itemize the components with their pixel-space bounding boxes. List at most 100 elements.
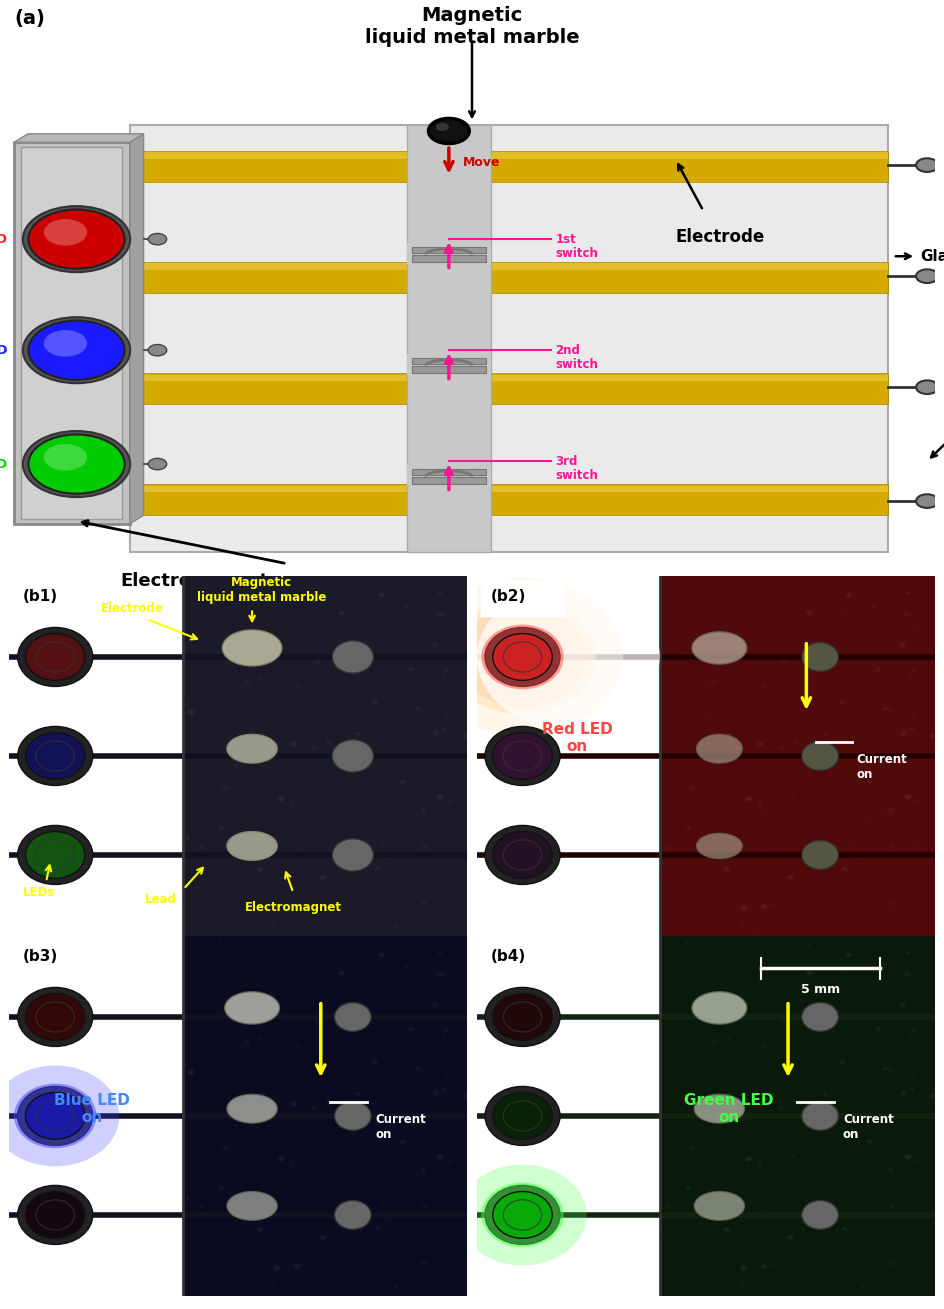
Circle shape [23, 206, 130, 272]
Circle shape [530, 1173, 533, 1175]
Circle shape [339, 610, 345, 615]
Circle shape [801, 1200, 838, 1229]
Circle shape [558, 810, 563, 813]
Bar [183, 936, 467, 1296]
Ellipse shape [225, 992, 279, 1024]
Circle shape [19, 723, 25, 726]
Circle shape [41, 734, 45, 738]
Circle shape [578, 780, 584, 785]
Circle shape [273, 1264, 280, 1271]
Circle shape [801, 741, 838, 770]
Text: Electromagnet: Electromagnet [121, 572, 268, 590]
Circle shape [422, 577, 623, 736]
Text: 2nd
switch: 2nd switch [555, 344, 598, 370]
Text: Move: Move [463, 156, 500, 169]
Circle shape [862, 927, 866, 929]
Circle shape [18, 1186, 93, 1245]
Circle shape [62, 1173, 66, 1175]
Circle shape [0, 1066, 119, 1166]
Circle shape [290, 1101, 296, 1106]
Bar [129, 486, 888, 492]
Ellipse shape [227, 1191, 278, 1220]
Circle shape [493, 1191, 552, 1238]
Text: (a): (a) [14, 9, 45, 27]
Circle shape [459, 606, 586, 707]
Bar [660, 936, 935, 1296]
Circle shape [91, 1170, 95, 1173]
Circle shape [728, 733, 732, 736]
Circle shape [638, 827, 645, 833]
Circle shape [501, 1194, 508, 1199]
Text: (b1): (b1) [24, 589, 59, 603]
Circle shape [485, 1086, 560, 1145]
Circle shape [261, 1093, 264, 1096]
Circle shape [23, 317, 130, 384]
Text: 5 mm: 5 mm [801, 983, 839, 996]
Circle shape [485, 1186, 560, 1245]
Circle shape [75, 1118, 77, 1121]
Bar [14, 940, 96, 975]
Circle shape [503, 641, 542, 672]
Text: Current
on: Current on [376, 1113, 427, 1140]
Circle shape [746, 1156, 752, 1161]
Circle shape [25, 634, 85, 681]
Circle shape [126, 1056, 130, 1060]
Bar [14, 580, 96, 615]
Circle shape [110, 1140, 117, 1145]
Bar [407, 243, 491, 263]
Circle shape [334, 1003, 371, 1031]
Bar [412, 367, 486, 373]
Circle shape [503, 840, 542, 870]
Circle shape [757, 1101, 764, 1106]
Circle shape [171, 1187, 177, 1192]
Text: Green LED
on: Green LED on [683, 1093, 773, 1124]
Circle shape [25, 1093, 85, 1139]
Circle shape [395, 1287, 398, 1289]
Bar [129, 263, 888, 270]
Text: Current
on: Current on [857, 753, 907, 780]
Circle shape [904, 795, 911, 800]
Circle shape [503, 1101, 542, 1131]
Bar [412, 357, 486, 364]
Ellipse shape [223, 630, 282, 666]
Circle shape [19, 1083, 25, 1086]
Circle shape [126, 696, 130, 700]
Circle shape [14, 1084, 96, 1148]
Circle shape [498, 982, 506, 987]
Bar [412, 246, 486, 254]
Circle shape [290, 741, 296, 746]
Circle shape [801, 840, 838, 869]
Circle shape [148, 233, 167, 245]
Circle shape [43, 330, 87, 356]
Circle shape [162, 893, 169, 898]
Text: Glass: Glass [920, 249, 944, 263]
Circle shape [806, 610, 812, 615]
Circle shape [294, 1263, 300, 1270]
Circle shape [801, 643, 838, 672]
Ellipse shape [694, 1191, 745, 1220]
Circle shape [180, 1003, 183, 1005]
Circle shape [110, 780, 117, 785]
Polygon shape [14, 134, 143, 143]
Circle shape [916, 158, 938, 171]
Circle shape [801, 1101, 838, 1130]
Text: Magnetic
liquid metal marble: Magnetic liquid metal marble [196, 576, 326, 605]
Text: (b3): (b3) [24, 949, 59, 963]
Text: Electrode: Electrode [101, 602, 164, 615]
Circle shape [846, 953, 851, 957]
Circle shape [438, 952, 442, 954]
Circle shape [493, 1093, 552, 1139]
Bar [407, 355, 491, 374]
Circle shape [31, 1194, 35, 1196]
Circle shape [58, 1151, 64, 1156]
Circle shape [638, 1187, 645, 1192]
Circle shape [58, 791, 64, 796]
Circle shape [905, 952, 909, 954]
Circle shape [18, 588, 24, 592]
Circle shape [862, 1287, 866, 1289]
Circle shape [597, 1207, 600, 1210]
Circle shape [320, 1234, 326, 1240]
Circle shape [36, 592, 42, 597]
Circle shape [508, 734, 513, 738]
Circle shape [842, 1227, 847, 1230]
